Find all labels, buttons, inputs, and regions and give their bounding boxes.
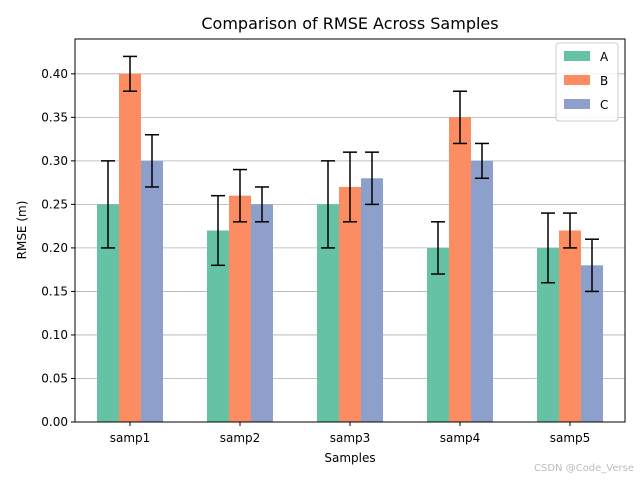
error-bars	[101, 55, 599, 293]
bar-B-samp5	[559, 230, 581, 422]
y-axis: 0.00 0.05 0.10 0.15 0.20 0.25 0.30 0.35 0.40	[41, 67, 75, 429]
x-tick-label: samp3	[330, 431, 371, 445]
chart-title: Comparison of RMSE Across Samples	[201, 14, 498, 33]
bar-C-samp3	[361, 178, 383, 422]
bar-B-samp3	[339, 186, 361, 422]
legend-label-A: A	[600, 50, 609, 64]
y-tick-label: 0.40	[41, 67, 68, 81]
y-tick-label: 0.20	[41, 241, 68, 255]
bar-A-samp1	[97, 204, 119, 422]
y-tick-label: 0.25	[41, 197, 68, 211]
bar-C-samp1	[141, 160, 163, 422]
bar-C-samp5	[581, 265, 603, 422]
y-axis-label: RMSE (m)	[15, 201, 29, 260]
y-tick-label: 0.15	[41, 284, 68, 298]
bar-A-samp4	[427, 247, 449, 422]
x-tick-label: samp5	[550, 431, 591, 445]
bar-A-samp5	[537, 247, 559, 422]
legend-swatch-C	[564, 99, 590, 109]
legend-swatch-A	[564, 51, 590, 61]
bar-C-samp4	[471, 160, 493, 422]
y-tick-label: 0.00	[41, 415, 68, 429]
x-axis: samp1 samp2 samp3 samp4 samp5	[110, 422, 591, 445]
y-tick-label: 0.10	[41, 328, 68, 342]
bar-A-samp2	[207, 230, 229, 422]
x-tick-label: samp4	[440, 431, 481, 445]
legend-label-C: C	[600, 98, 608, 112]
legend-swatch-B	[564, 75, 590, 85]
y-tick-label: 0.30	[41, 154, 68, 168]
legend: ABC	[555, 42, 619, 122]
y-tick-label: 0.05	[41, 371, 68, 385]
x-tick-label: samp1	[110, 431, 151, 445]
x-axis-label: Samples	[324, 451, 375, 465]
watermark: CSDN @Code_Verse	[534, 463, 634, 474]
bar-B-samp1	[119, 73, 141, 423]
bars	[97, 73, 603, 423]
x-tick-label: samp2	[220, 431, 261, 445]
bar-A-samp3	[317, 204, 339, 422]
y-tick-label: 0.35	[41, 110, 68, 124]
bar-B-samp4	[449, 117, 471, 422]
legend-label-B: B	[600, 74, 608, 88]
bar-B-samp2	[229, 195, 251, 422]
bar-C-samp2	[251, 204, 273, 422]
